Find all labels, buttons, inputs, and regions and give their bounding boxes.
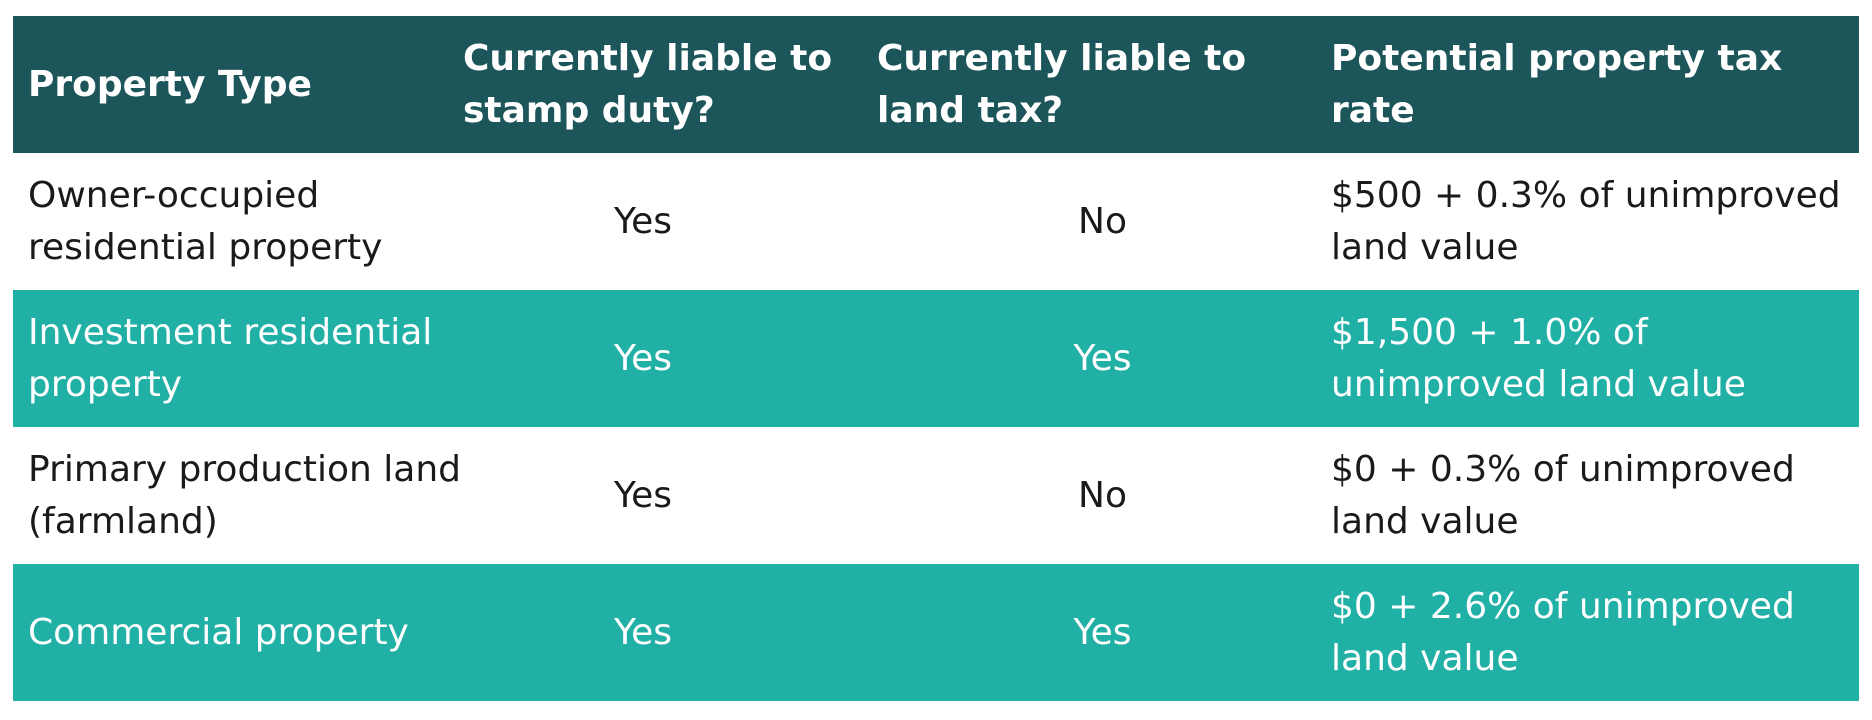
header-land-tax: Currently liable to land tax? bbox=[877, 37, 1247, 131]
table-row: Owner-occupied residential property Yes … bbox=[13, 153, 1859, 290]
cell-property-type: Commercial property bbox=[28, 611, 409, 653]
header-tax-rate: Potential property tax rate bbox=[1331, 37, 1783, 131]
header-stamp-duty: Currently liable to stamp duty? bbox=[463, 37, 833, 131]
cell-property-type: Primary production land (farmland) bbox=[28, 448, 462, 542]
cell-land-tax: Yes bbox=[1073, 611, 1132, 653]
cell-land-tax: Yes bbox=[1073, 337, 1132, 379]
cell-land-tax: No bbox=[1078, 200, 1127, 242]
cell-stamp-duty: Yes bbox=[613, 337, 673, 379]
table-row: Primary production land (farmland) Yes N… bbox=[13, 427, 1859, 564]
property-tax-table: Property Type Currently liable to stamp … bbox=[13, 16, 1859, 701]
cell-property-type: Owner-occupied residential property bbox=[28, 174, 383, 268]
cell-stamp-duty: Yes bbox=[613, 200, 673, 242]
table-row: Commercial property Yes Yes $0 + 2.6% of… bbox=[13, 564, 1859, 701]
cell-tax-rate: $1,500 + 1.0% of unimproved land value bbox=[1331, 311, 1746, 405]
cell-tax-rate: $0 + 2.6% of unimproved land value bbox=[1331, 585, 1795, 679]
header-property-type: Property Type bbox=[28, 63, 312, 105]
cell-stamp-duty: Yes bbox=[613, 611, 673, 653]
cell-stamp-duty: Yes bbox=[613, 474, 673, 516]
cell-tax-rate: $0 + 0.3% of unimproved land value bbox=[1331, 448, 1795, 542]
table-header-row: Property Type Currently liable to stamp … bbox=[13, 16, 1859, 153]
table-row: Investment residential property Yes Yes … bbox=[13, 290, 1859, 427]
cell-property-type: Investment residential property bbox=[28, 311, 433, 405]
cell-land-tax: No bbox=[1078, 474, 1127, 516]
cell-tax-rate: $500 + 0.3% of unimproved land value bbox=[1331, 174, 1841, 268]
